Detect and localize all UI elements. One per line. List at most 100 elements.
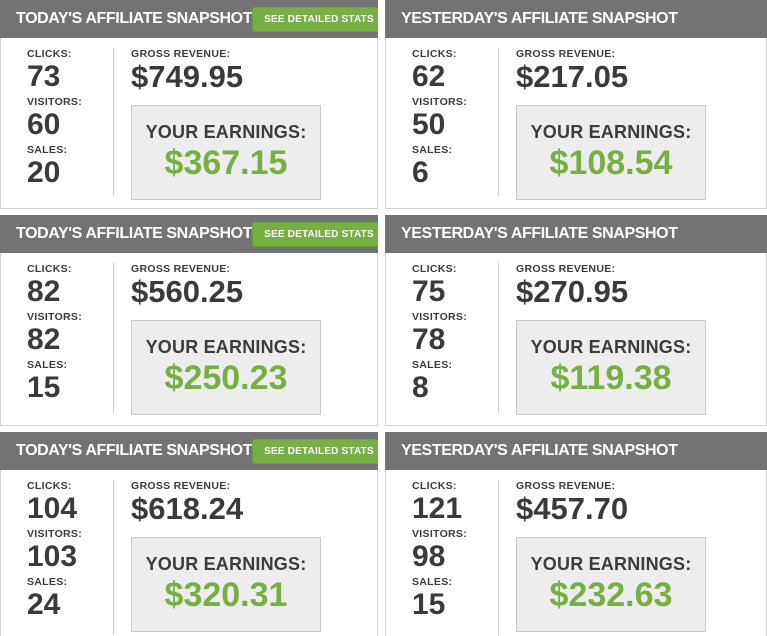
- clicks-label: CLICKS:: [412, 480, 457, 492]
- snapshot-panel-today-2: TODAY'S AFFILIATE SNAPSHOT SEE DETAILED …: [0, 215, 378, 426]
- clicks-stat: CLICKS: 62: [412, 48, 498, 93]
- sales-label: SALES:: [412, 576, 453, 588]
- sales-label: SALES:: [27, 144, 68, 156]
- snapshot-panel-today-1: TODAY'S AFFILIATE SNAPSHOT SEE DETAILED …: [0, 0, 378, 209]
- sales-value: 20: [27, 156, 61, 189]
- revenue-column: GROSS REVENUE: $618.24 YOUR EARNINGS: $3…: [114, 480, 377, 636]
- visitors-stat: VISITORS: 82: [27, 311, 113, 356]
- clicks-stat: CLICKS: 82: [27, 263, 113, 308]
- vertical-divider: [498, 263, 499, 413]
- panel-body: CLICKS: 75 VISITORS: 78 SALES: 8 GROSS R…: [385, 253, 767, 426]
- panel-body: CLICKS: 82 VISITORS: 82 SALES: 15 GROSS …: [0, 253, 378, 426]
- clicks-value: 121: [412, 492, 463, 525]
- sales-value: 15: [412, 588, 446, 621]
- clicks-stat: CLICKS: 121: [412, 480, 498, 525]
- clicks-label: CLICKS:: [27, 48, 72, 60]
- visitors-value: 60: [27, 108, 61, 141]
- clicks-label: CLICKS:: [27, 480, 72, 492]
- sales-value: 15: [27, 371, 61, 404]
- panel-title: YESTERDAY'S AFFILIATE SNAPSHOT: [401, 225, 678, 242]
- gross-revenue-label: GROSS REVENUE:: [131, 263, 231, 275]
- stats-column: CLICKS: 75 VISITORS: 78 SALES: 8: [386, 263, 498, 425]
- revenue-column: GROSS REVENUE: $749.95 YOUR EARNINGS: $3…: [114, 48, 377, 208]
- earnings-value: $119.38: [550, 359, 672, 397]
- clicks-stat: CLICKS: 73: [27, 48, 113, 93]
- stats-column: CLICKS: 104 VISITORS: 103 SALES: 24: [1, 480, 113, 636]
- clicks-label: CLICKS:: [412, 263, 457, 275]
- panel-title: TODAY'S AFFILIATE SNAPSHOT: [16, 10, 253, 27]
- clicks-value: 62: [412, 60, 446, 93]
- revenue-column: GROSS REVENUE: $217.05 YOUR EARNINGS: $1…: [499, 48, 766, 208]
- snapshot-panel-yesterday-1: YESTERDAY'S AFFILIATE SNAPSHOT CLICKS: 6…: [385, 0, 767, 209]
- gross-revenue-value: $618.24: [131, 491, 244, 526]
- snapshot-panel-yesterday-2: YESTERDAY'S AFFILIATE SNAPSHOT CLICKS: 7…: [385, 215, 767, 426]
- revenue-column: GROSS REVENUE: $560.25 YOUR EARNINGS: $2…: [114, 263, 377, 425]
- visitors-label: VISITORS:: [412, 311, 468, 323]
- sales-label: SALES:: [412, 359, 453, 371]
- see-detailed-stats-label: SEE DETAILED STATS: [264, 445, 374, 457]
- visitors-value: 103: [27, 540, 78, 573]
- panel-header: YESTERDAY'S AFFILIATE SNAPSHOT: [385, 432, 767, 470]
- gross-revenue-label: GROSS REVENUE:: [131, 480, 231, 492]
- visitors-label: VISITORS:: [27, 96, 83, 108]
- earnings-box: YOUR EARNINGS: $108.54: [516, 105, 706, 200]
- visitors-value: 50: [412, 108, 446, 141]
- visitors-stat: VISITORS: 78: [412, 311, 498, 356]
- visitors-label: VISITORS:: [27, 528, 83, 540]
- sales-stat: SALES: 20: [27, 144, 113, 189]
- gross-revenue-value: $560.25: [131, 274, 244, 309]
- clicks-label: CLICKS:: [27, 263, 72, 275]
- earnings-box: YOUR EARNINGS: $232.63: [516, 537, 706, 632]
- visitors-value: 78: [412, 323, 446, 356]
- sales-label: SALES:: [27, 359, 68, 371]
- visitors-stat: VISITORS: 60: [27, 96, 113, 141]
- see-detailed-stats-label: SEE DETAILED STATS: [264, 13, 374, 25]
- vertical-divider: [498, 480, 499, 635]
- panel-title: TODAY'S AFFILIATE SNAPSHOT: [16, 442, 253, 459]
- visitors-value: 98: [412, 540, 446, 573]
- gross-revenue-label: GROSS REVENUE:: [516, 480, 616, 492]
- vertical-divider: [498, 48, 499, 196]
- visitors-stat: VISITORS: 103: [27, 528, 113, 573]
- stats-column: CLICKS: 73 VISITORS: 60 SALES: 20: [1, 48, 113, 208]
- clicks-value: 82: [27, 275, 61, 308]
- see-detailed-stats-button[interactable]: SEE DETAILED STATS: [252, 438, 378, 464]
- sales-stat: SALES: 6: [412, 144, 498, 189]
- sales-value: 6: [412, 156, 429, 189]
- visitors-label: VISITORS:: [412, 96, 468, 108]
- see-detailed-stats-button[interactable]: SEE DETAILED STATS: [252, 221, 378, 247]
- visitors-label: VISITORS:: [412, 528, 468, 540]
- earnings-value: $367.15: [164, 144, 288, 182]
- visitors-stat: VISITORS: 98: [412, 528, 498, 573]
- earnings-label: YOUR EARNINGS:: [530, 554, 692, 574]
- panel-body: CLICKS: 121 VISITORS: 98 SALES: 15 GROSS…: [385, 470, 767, 636]
- earnings-box: YOUR EARNINGS: $119.38: [516, 320, 706, 415]
- earnings-label: YOUR EARNINGS:: [530, 122, 692, 142]
- clicks-stat: CLICKS: 104: [27, 480, 113, 525]
- panel-body: CLICKS: 62 VISITORS: 50 SALES: 6 GROSS R…: [385, 38, 767, 209]
- clicks-value: 104: [27, 492, 78, 525]
- revenue-column: GROSS REVENUE: $457.70 YOUR EARNINGS: $2…: [499, 480, 766, 636]
- visitors-label: VISITORS:: [27, 311, 83, 323]
- clicks-value: 73: [27, 60, 61, 93]
- panel-header: TODAY'S AFFILIATE SNAPSHOT SEE DETAILED …: [0, 0, 378, 38]
- earnings-label: YOUR EARNINGS:: [145, 122, 307, 142]
- snapshot-panel-today-3: TODAY'S AFFILIATE SNAPSHOT SEE DETAILED …: [0, 432, 378, 636]
- sales-stat: SALES: 15: [412, 576, 498, 621]
- earnings-value: $320.31: [164, 576, 288, 614]
- visitors-value: 82: [27, 323, 61, 356]
- stats-column: CLICKS: 121 VISITORS: 98 SALES: 15: [386, 480, 498, 636]
- clicks-stat: CLICKS: 75: [412, 263, 498, 308]
- panel-header: YESTERDAY'S AFFILIATE SNAPSHOT: [385, 0, 767, 38]
- earnings-label: YOUR EARNINGS:: [145, 554, 307, 574]
- stats-column: CLICKS: 82 VISITORS: 82 SALES: 15: [1, 263, 113, 425]
- gross-revenue-value: $270.95: [516, 274, 629, 309]
- earnings-label: YOUR EARNINGS:: [530, 337, 692, 357]
- gross-revenue-label: GROSS REVENUE:: [516, 263, 616, 275]
- see-detailed-stats-button[interactable]: SEE DETAILED STATS: [252, 6, 378, 32]
- clicks-label: CLICKS:: [412, 48, 457, 60]
- sales-label: SALES:: [412, 144, 453, 156]
- gross-revenue-value: $217.05: [516, 59, 629, 94]
- snapshot-panel-yesterday-3: YESTERDAY'S AFFILIATE SNAPSHOT CLICKS: 1…: [385, 432, 767, 636]
